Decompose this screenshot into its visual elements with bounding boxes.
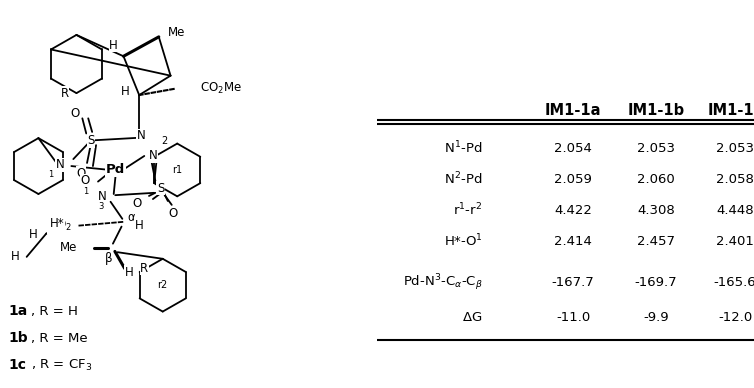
- Text: O: O: [81, 174, 90, 187]
- Text: Pd-N$^3$-C$_{\alpha}$-C$_{\beta}$: Pd-N$^3$-C$_{\alpha}$-C$_{\beta}$: [403, 272, 483, 293]
- Text: H: H: [125, 266, 133, 279]
- Text: H: H: [121, 85, 130, 99]
- Text: CO$_2$Me: CO$_2$Me: [200, 81, 242, 96]
- Text: , R = CF$_3$: , R = CF$_3$: [31, 359, 92, 374]
- Text: R: R: [140, 262, 149, 275]
- Text: 2.054: 2.054: [554, 142, 592, 155]
- Text: H*-O$^1$: H*-O$^1$: [443, 233, 483, 249]
- Text: α: α: [127, 211, 135, 224]
- Text: , R = Me: , R = Me: [31, 332, 87, 345]
- Text: 1: 1: [48, 170, 54, 179]
- Text: 2.414: 2.414: [554, 235, 592, 248]
- Text: CO$_2$: CO$_2$: [48, 218, 72, 233]
- Text: 2.053: 2.053: [716, 142, 754, 155]
- Text: O: O: [71, 107, 80, 120]
- Text: O: O: [168, 207, 177, 220]
- Text: 3: 3: [98, 202, 103, 211]
- Text: 1b: 1b: [8, 331, 28, 345]
- Text: N: N: [149, 149, 158, 163]
- Text: IM1-1a: IM1-1a: [545, 103, 601, 118]
- Text: 2.457: 2.457: [637, 235, 675, 248]
- Text: r$^1$-r$^2$: r$^1$-r$^2$: [453, 202, 483, 218]
- Text: r1: r1: [172, 165, 182, 175]
- Text: H: H: [11, 250, 20, 263]
- Text: R: R: [60, 87, 69, 100]
- Text: H: H: [134, 219, 143, 232]
- Text: -165.6: -165.6: [714, 276, 754, 289]
- Text: S: S: [157, 182, 164, 195]
- Text: -167.7: -167.7: [552, 276, 594, 289]
- Text: N$^2$-Pd: N$^2$-Pd: [444, 171, 483, 187]
- Text: H: H: [29, 228, 38, 241]
- Text: IM1-1b: IM1-1b: [627, 103, 685, 118]
- Text: IM1-1c: IM1-1c: [707, 103, 754, 118]
- Text: 2.060: 2.060: [637, 173, 675, 186]
- Text: 1a: 1a: [8, 304, 28, 318]
- Text: -169.7: -169.7: [635, 276, 677, 289]
- Text: -11.0: -11.0: [556, 311, 590, 324]
- Text: -9.9: -9.9: [643, 311, 669, 324]
- Text: $\Delta$G: $\Delta$G: [462, 311, 483, 324]
- Text: H*: H*: [50, 217, 65, 230]
- Text: β: β: [104, 252, 112, 265]
- Text: -12.0: -12.0: [718, 311, 752, 324]
- Text: , R = H: , R = H: [31, 305, 78, 318]
- Text: 4.448: 4.448: [716, 204, 754, 217]
- Text: 2.401: 2.401: [716, 235, 754, 248]
- Text: Me: Me: [167, 26, 185, 40]
- Text: O: O: [77, 167, 86, 180]
- Text: 2: 2: [161, 136, 168, 146]
- Text: O: O: [133, 197, 142, 210]
- Text: 2.058: 2.058: [716, 173, 754, 186]
- Text: N: N: [136, 129, 146, 142]
- Text: 2.059: 2.059: [554, 173, 592, 186]
- Text: N: N: [97, 190, 106, 203]
- Text: N$^1$-Pd: N$^1$-Pd: [444, 140, 483, 156]
- Text: H: H: [109, 39, 118, 52]
- Text: r2: r2: [158, 280, 168, 290]
- Text: Me: Me: [60, 241, 77, 254]
- Text: 4.422: 4.422: [554, 204, 592, 217]
- Text: 1c: 1c: [8, 359, 26, 372]
- Text: 1: 1: [83, 187, 88, 196]
- Text: 4.308: 4.308: [637, 204, 675, 217]
- Text: Pd: Pd: [106, 163, 125, 177]
- Text: N: N: [56, 158, 65, 171]
- Text: 2.053: 2.053: [637, 142, 675, 155]
- Text: S: S: [87, 134, 95, 147]
